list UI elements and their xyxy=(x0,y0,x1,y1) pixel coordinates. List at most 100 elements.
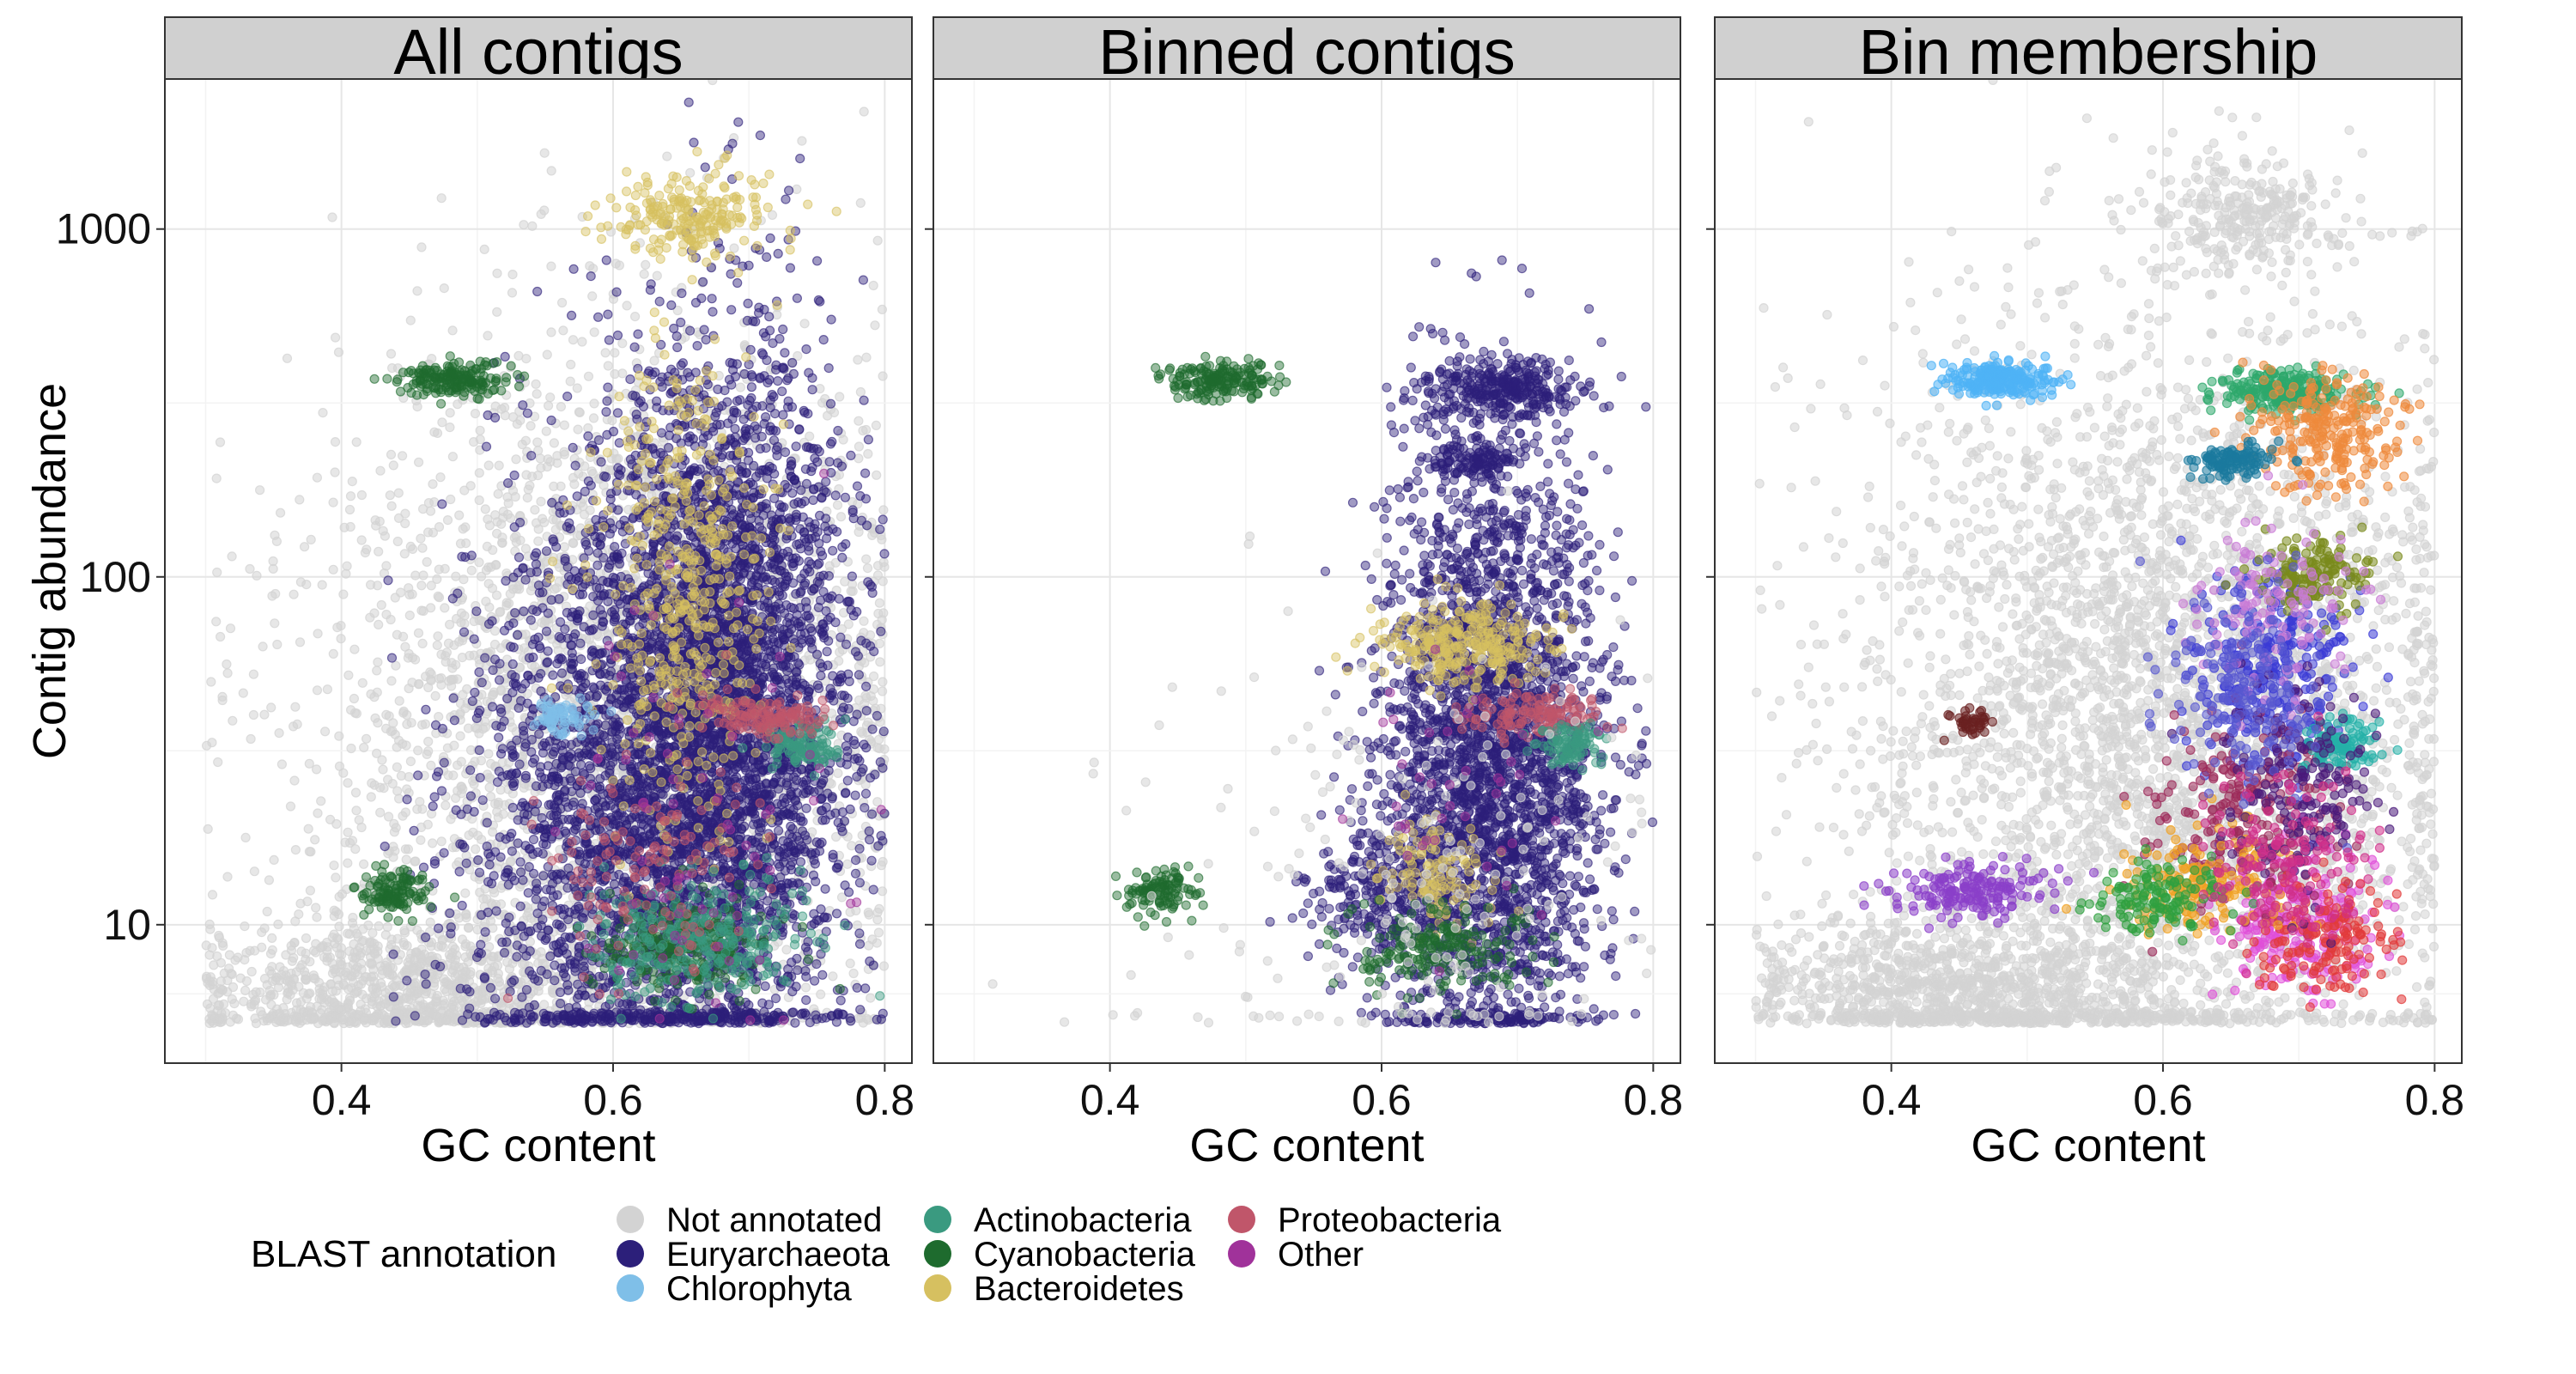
data-point xyxy=(401,740,411,751)
data-point xyxy=(349,644,360,654)
data-point xyxy=(475,435,485,445)
data-point xyxy=(405,756,416,767)
data-point xyxy=(470,409,481,419)
data-point xyxy=(212,567,222,578)
data-point xyxy=(587,291,598,301)
data-point xyxy=(805,431,815,441)
data-point xyxy=(290,702,301,712)
data-point xyxy=(713,384,723,394)
data-point xyxy=(377,755,387,765)
data-point xyxy=(259,709,270,720)
data-point xyxy=(416,944,427,955)
data-point xyxy=(334,980,344,991)
data-point xyxy=(649,356,659,366)
data-point xyxy=(295,577,306,587)
data-point xyxy=(546,327,556,337)
data-point xyxy=(345,521,355,532)
data-point xyxy=(233,952,243,963)
data-point xyxy=(493,489,503,499)
data-point xyxy=(781,945,792,955)
data-point xyxy=(251,1018,262,1029)
data-point xyxy=(773,825,784,836)
data-point xyxy=(816,989,826,1000)
data-point xyxy=(539,205,550,216)
data-point xyxy=(601,255,611,265)
data-point xyxy=(491,528,502,538)
data-point xyxy=(846,450,856,461)
data-point xyxy=(484,782,495,793)
data-point xyxy=(392,536,403,547)
data-point xyxy=(550,524,561,535)
data-point xyxy=(305,885,315,896)
data-point xyxy=(240,921,250,932)
data-point xyxy=(216,631,226,642)
data-point xyxy=(266,1000,276,1010)
data-point xyxy=(404,684,414,694)
data-point xyxy=(357,678,368,688)
data-point xyxy=(386,349,397,359)
data-point xyxy=(426,760,436,771)
data-point xyxy=(312,472,322,483)
data-point xyxy=(219,999,229,1009)
data-point xyxy=(611,258,621,269)
data-point xyxy=(847,841,857,851)
data-point xyxy=(227,969,237,980)
data-point xyxy=(460,888,471,898)
data-point xyxy=(331,818,342,830)
data-point xyxy=(447,452,459,462)
data-point xyxy=(358,924,368,934)
data-point xyxy=(374,546,384,556)
data-point xyxy=(862,562,873,574)
data-point xyxy=(373,581,383,591)
data-point xyxy=(872,235,883,246)
data-point xyxy=(531,379,541,389)
data-point xyxy=(332,933,343,943)
data-point xyxy=(487,690,498,701)
data-point xyxy=(537,617,547,628)
data-point xyxy=(398,451,408,461)
data-point xyxy=(861,554,872,564)
data-point xyxy=(877,534,887,544)
data-point xyxy=(452,950,462,960)
data-point xyxy=(205,924,216,934)
data-point xyxy=(343,928,353,939)
data-point xyxy=(460,941,471,951)
data-point xyxy=(311,939,321,949)
data-point xyxy=(238,688,248,698)
data-point xyxy=(327,212,337,222)
data-point xyxy=(440,563,450,574)
data-point xyxy=(208,976,218,987)
data-point xyxy=(589,327,599,337)
data-point xyxy=(344,1018,355,1029)
data-point xyxy=(848,968,859,979)
data-point xyxy=(429,427,440,437)
data-point xyxy=(295,1012,306,1023)
data-point xyxy=(207,738,217,748)
data-point xyxy=(266,969,277,979)
data-point xyxy=(459,575,469,585)
data-point xyxy=(552,451,562,461)
data-point xyxy=(511,454,521,465)
data-point xyxy=(447,967,458,978)
data-point xyxy=(412,286,422,296)
data-point xyxy=(224,950,234,960)
data-point xyxy=(267,945,277,955)
data-point xyxy=(438,1000,448,1011)
data-point xyxy=(436,1015,447,1025)
data-point xyxy=(343,962,353,972)
data-point xyxy=(342,561,352,571)
data-point xyxy=(833,768,843,779)
data-point xyxy=(328,648,338,660)
data-point xyxy=(255,485,265,495)
data-point xyxy=(868,696,878,706)
data-point xyxy=(835,512,847,522)
data-point xyxy=(726,305,737,315)
data-point xyxy=(423,736,434,747)
data-point xyxy=(583,423,593,434)
data-point xyxy=(484,520,495,531)
data-point xyxy=(854,441,865,452)
data-point xyxy=(441,986,452,997)
data-point xyxy=(820,884,830,894)
data-point xyxy=(275,962,285,972)
data-point xyxy=(539,148,550,158)
